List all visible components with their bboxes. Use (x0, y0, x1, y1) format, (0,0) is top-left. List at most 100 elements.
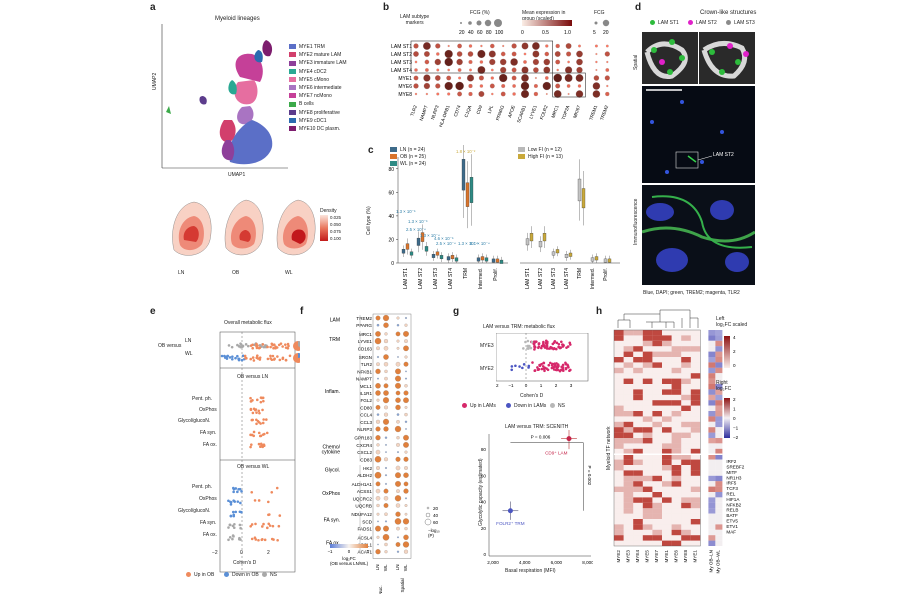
f-dot (383, 525, 389, 532)
h-heat-cell (623, 340, 634, 347)
h-gene-label: ETV5 (726, 519, 738, 524)
h-heat-cell (671, 384, 682, 390)
h-heat-cell (671, 524, 682, 530)
h-heat-cell (623, 373, 634, 379)
h-heat-cell (681, 427, 691, 433)
e-dot (250, 490, 254, 494)
g1-dot (533, 345, 536, 349)
dotplot-dot (413, 75, 419, 81)
f-dot (375, 419, 381, 424)
c-box (551, 251, 556, 256)
dotplot-dot (477, 49, 486, 59)
dotplot-dot (544, 76, 549, 80)
legend-label: MYE9 cDC1 (299, 117, 327, 124)
h-heat-cell (614, 481, 624, 487)
h-heat-cell (690, 459, 701, 465)
h-heat-cell (614, 330, 624, 336)
f-dot (404, 466, 408, 470)
h-heat-cell (614, 346, 624, 352)
h-heat-cell (652, 362, 662, 368)
g1-dot (537, 342, 541, 346)
g1-dot (561, 363, 565, 367)
e-dot (260, 538, 264, 542)
h-heat-cell (633, 394, 643, 401)
e-dot (251, 343, 254, 347)
h-heat-cell (690, 411, 701, 417)
h-heat-cell (652, 416, 662, 422)
umap-title: Myeloid lineages (215, 16, 260, 22)
h-heat-cell (652, 330, 662, 336)
h-heat-cell (690, 357, 701, 363)
f-dot (404, 450, 408, 454)
e-dot (226, 355, 229, 358)
h-heat-cell (681, 362, 691, 368)
h-gene-label: TCF3 (726, 486, 738, 491)
legend-item: OB (n = 25) (390, 154, 426, 160)
h-heat-cell (623, 535, 634, 541)
dotplot-dot (543, 58, 551, 66)
density-title: Density (320, 208, 337, 214)
legend-item: WL (n = 24) (390, 161, 426, 167)
c-xtick-right: LAM ST3 (551, 268, 557, 289)
h-heat-cell (662, 373, 672, 379)
h-heat-cell (623, 427, 634, 433)
dotplot-dot (543, 66, 551, 74)
c-pval: 1.3 × 10⁻⁴ (420, 233, 440, 238)
h-heat-cell (633, 481, 643, 487)
h-heat-cell (652, 400, 662, 406)
f-dot (383, 503, 389, 508)
svg-text:80: 80 (486, 30, 492, 36)
h-heat-cell (633, 513, 643, 519)
dotplot-gene-label: APOE (507, 105, 516, 119)
f-dot (384, 405, 388, 410)
dotplot-gene-label: LYVE1 (528, 104, 538, 119)
h-side-cell (708, 502, 716, 509)
g1-dot-ns (526, 339, 530, 343)
dotplot-dot (544, 51, 550, 57)
g1-dot (536, 366, 539, 369)
h-side-cell (708, 508, 716, 514)
h-heat-cell (642, 529, 653, 536)
h-heat-cell (662, 508, 672, 514)
h-heat-cell (623, 357, 634, 363)
h-heat-cell (614, 335, 624, 341)
dotplot-dot (434, 75, 441, 81)
legend-swatch (289, 60, 296, 66)
h-side-cell (715, 486, 723, 492)
h-heat-cell (690, 513, 701, 519)
c-pval: 1.3 × 10⁻⁵ (396, 209, 416, 214)
h-heat-cell (690, 443, 701, 449)
g1-dot (545, 342, 549, 345)
h-heat-cell (614, 384, 624, 390)
dotplot-dot (575, 74, 584, 82)
e-dot (244, 343, 248, 346)
c-box (495, 258, 500, 263)
h-heat-cell (623, 486, 634, 492)
c-pval: 2.5 × 10⁻⁴ (436, 241, 456, 246)
h-col-label: MYE2 (616, 550, 621, 563)
h-side-cell (715, 529, 723, 536)
f-dot (397, 536, 399, 539)
legend-item: MYE10 DC plasm. (289, 126, 340, 132)
e-dot (220, 354, 224, 358)
legend-label: NS (270, 572, 277, 578)
e-dot (272, 343, 276, 346)
f-dot (397, 451, 399, 454)
dotplot-gene-label: TREM1 (588, 104, 598, 121)
h-side-cell (715, 502, 723, 509)
e-dot (232, 490, 235, 494)
h-heat-cell (662, 454, 672, 460)
h-side-cell (708, 389, 716, 395)
f-dot (385, 444, 387, 446)
h-heat-cell (671, 492, 682, 498)
dotplot-dot (414, 68, 418, 72)
legend-item: Down in LAMs (506, 403, 546, 409)
dotplot-dot (554, 51, 561, 57)
e-dot (250, 433, 254, 437)
g2-pt1-label: CD9⁺ LAM (545, 450, 568, 455)
c-box (431, 254, 436, 258)
f-dot (403, 331, 409, 337)
h-heat-cell (642, 438, 653, 444)
h-heat-cell (633, 400, 643, 406)
e-dot (228, 535, 232, 539)
